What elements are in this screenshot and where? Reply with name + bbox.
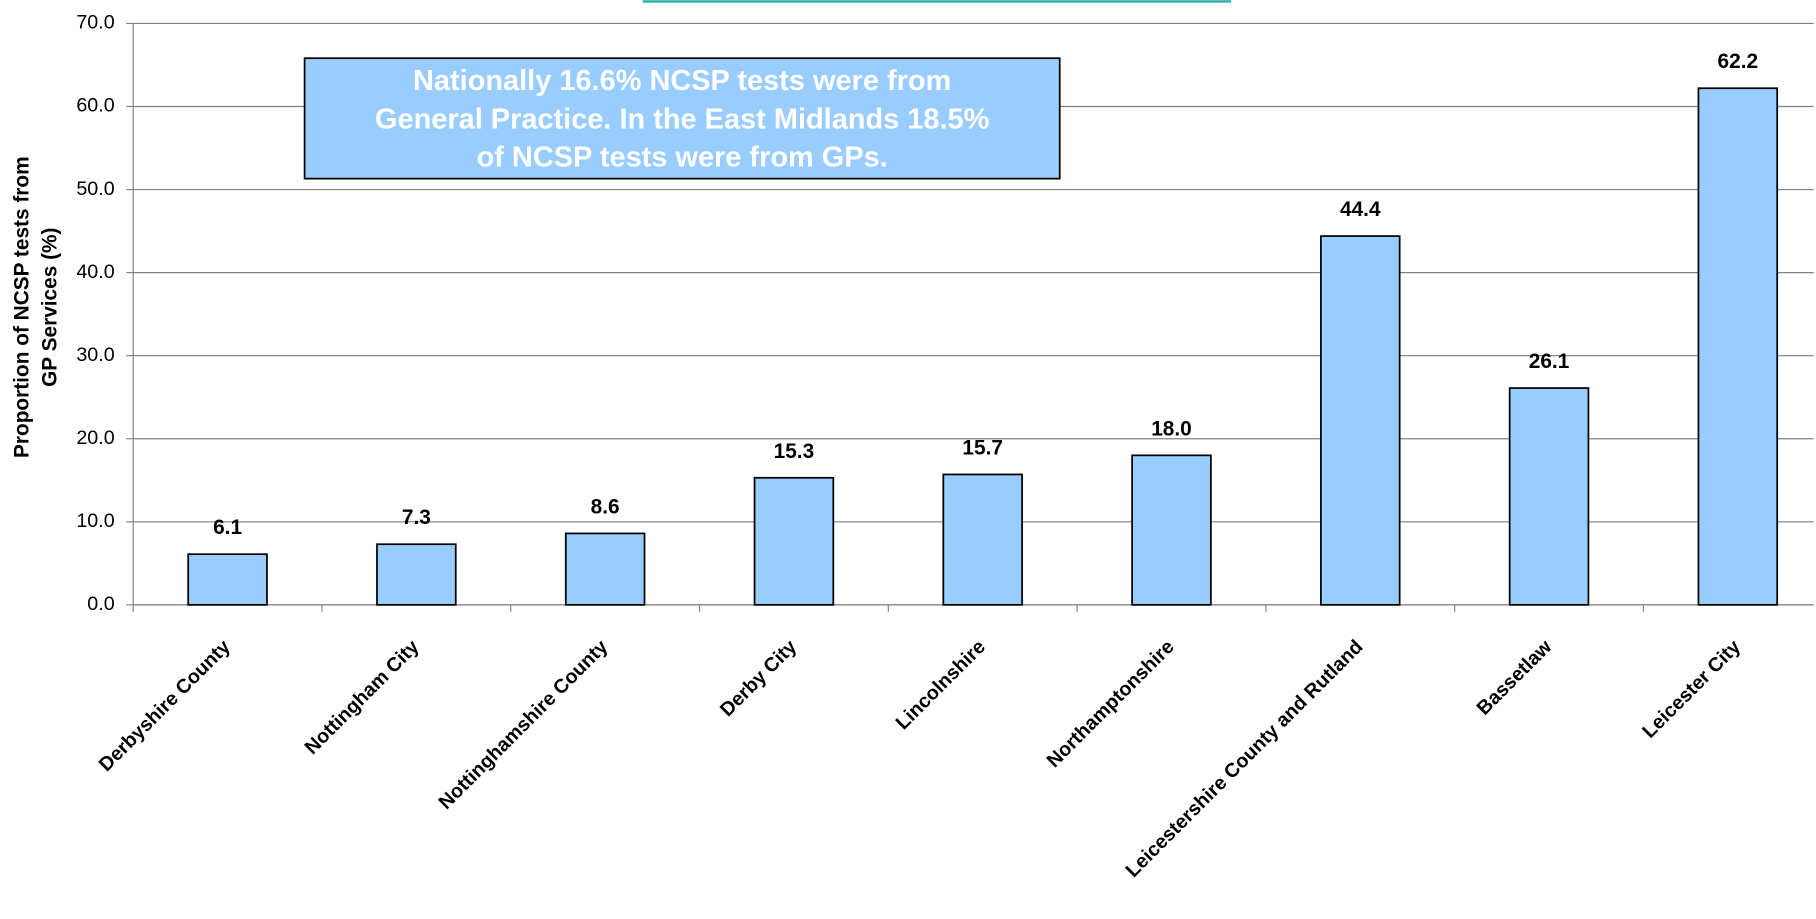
value-label: 18.0: [1151, 417, 1192, 440]
y-tick-label: 10.0: [76, 510, 114, 532]
bar: [942, 473, 1023, 606]
x-tick-label: Lincolnshire: [892, 636, 990, 734]
bar: [1320, 235, 1401, 606]
x-tick-label: Derbyshire County: [95, 636, 235, 776]
bar: [1697, 87, 1779, 606]
x-tick-label: Derby City: [716, 636, 801, 721]
annotation-line: General Practice. In the East Midlands 1…: [375, 103, 989, 135]
value-label: 6.1: [213, 516, 242, 539]
annotation-line: of NCSP tests were from GPs.: [477, 142, 888, 174]
x-tick-label: Nottingham City: [301, 636, 424, 759]
y-tick-label: 50.0: [76, 178, 114, 200]
value-label: 7.3: [402, 506, 431, 529]
y-tick-label: 70.0: [76, 12, 114, 34]
bar: [564, 532, 646, 606]
bar: [187, 553, 268, 606]
y-axis-label-line: GP Services (%): [38, 228, 61, 387]
bar: [753, 476, 835, 606]
y-tick-label: 0.0: [87, 593, 114, 615]
value-label: 15.7: [962, 436, 1003, 459]
x-tick-label: Northamptonshire: [1043, 636, 1179, 772]
y-tick-label: 20.0: [76, 427, 114, 449]
y-tick-label: 40.0: [76, 261, 114, 283]
x-tick-label: Leicester City: [1638, 636, 1745, 743]
x-tick-label: Nottinghamshire County: [435, 636, 613, 814]
bar: [376, 543, 457, 606]
annotation-line: Nationally 16.6% NCSP tests were from: [413, 65, 951, 97]
annotation-box: [303, 57, 1061, 180]
value-label: 26.1: [1529, 350, 1570, 373]
x-tick-label: Leicestershire County and Rutland: [1122, 636, 1368, 882]
y-axis-label: Proportion of NCSP tests from GP Service…: [11, 156, 62, 458]
x-tick-label: Bassetlaw: [1473, 635, 1557, 719]
value-label: 44.4: [1340, 198, 1381, 221]
value-label: 8.6: [591, 495, 620, 518]
bar: [1508, 387, 1590, 606]
y-tick-label: 30.0: [76, 344, 114, 366]
y-tick-label: 60.0: [76, 95, 114, 117]
value-label: 62.2: [1718, 50, 1759, 73]
bar: [1131, 454, 1212, 606]
value-label: 15.3: [774, 440, 815, 463]
y-axis-label-line: Proportion of NCSP tests from: [11, 156, 34, 458]
